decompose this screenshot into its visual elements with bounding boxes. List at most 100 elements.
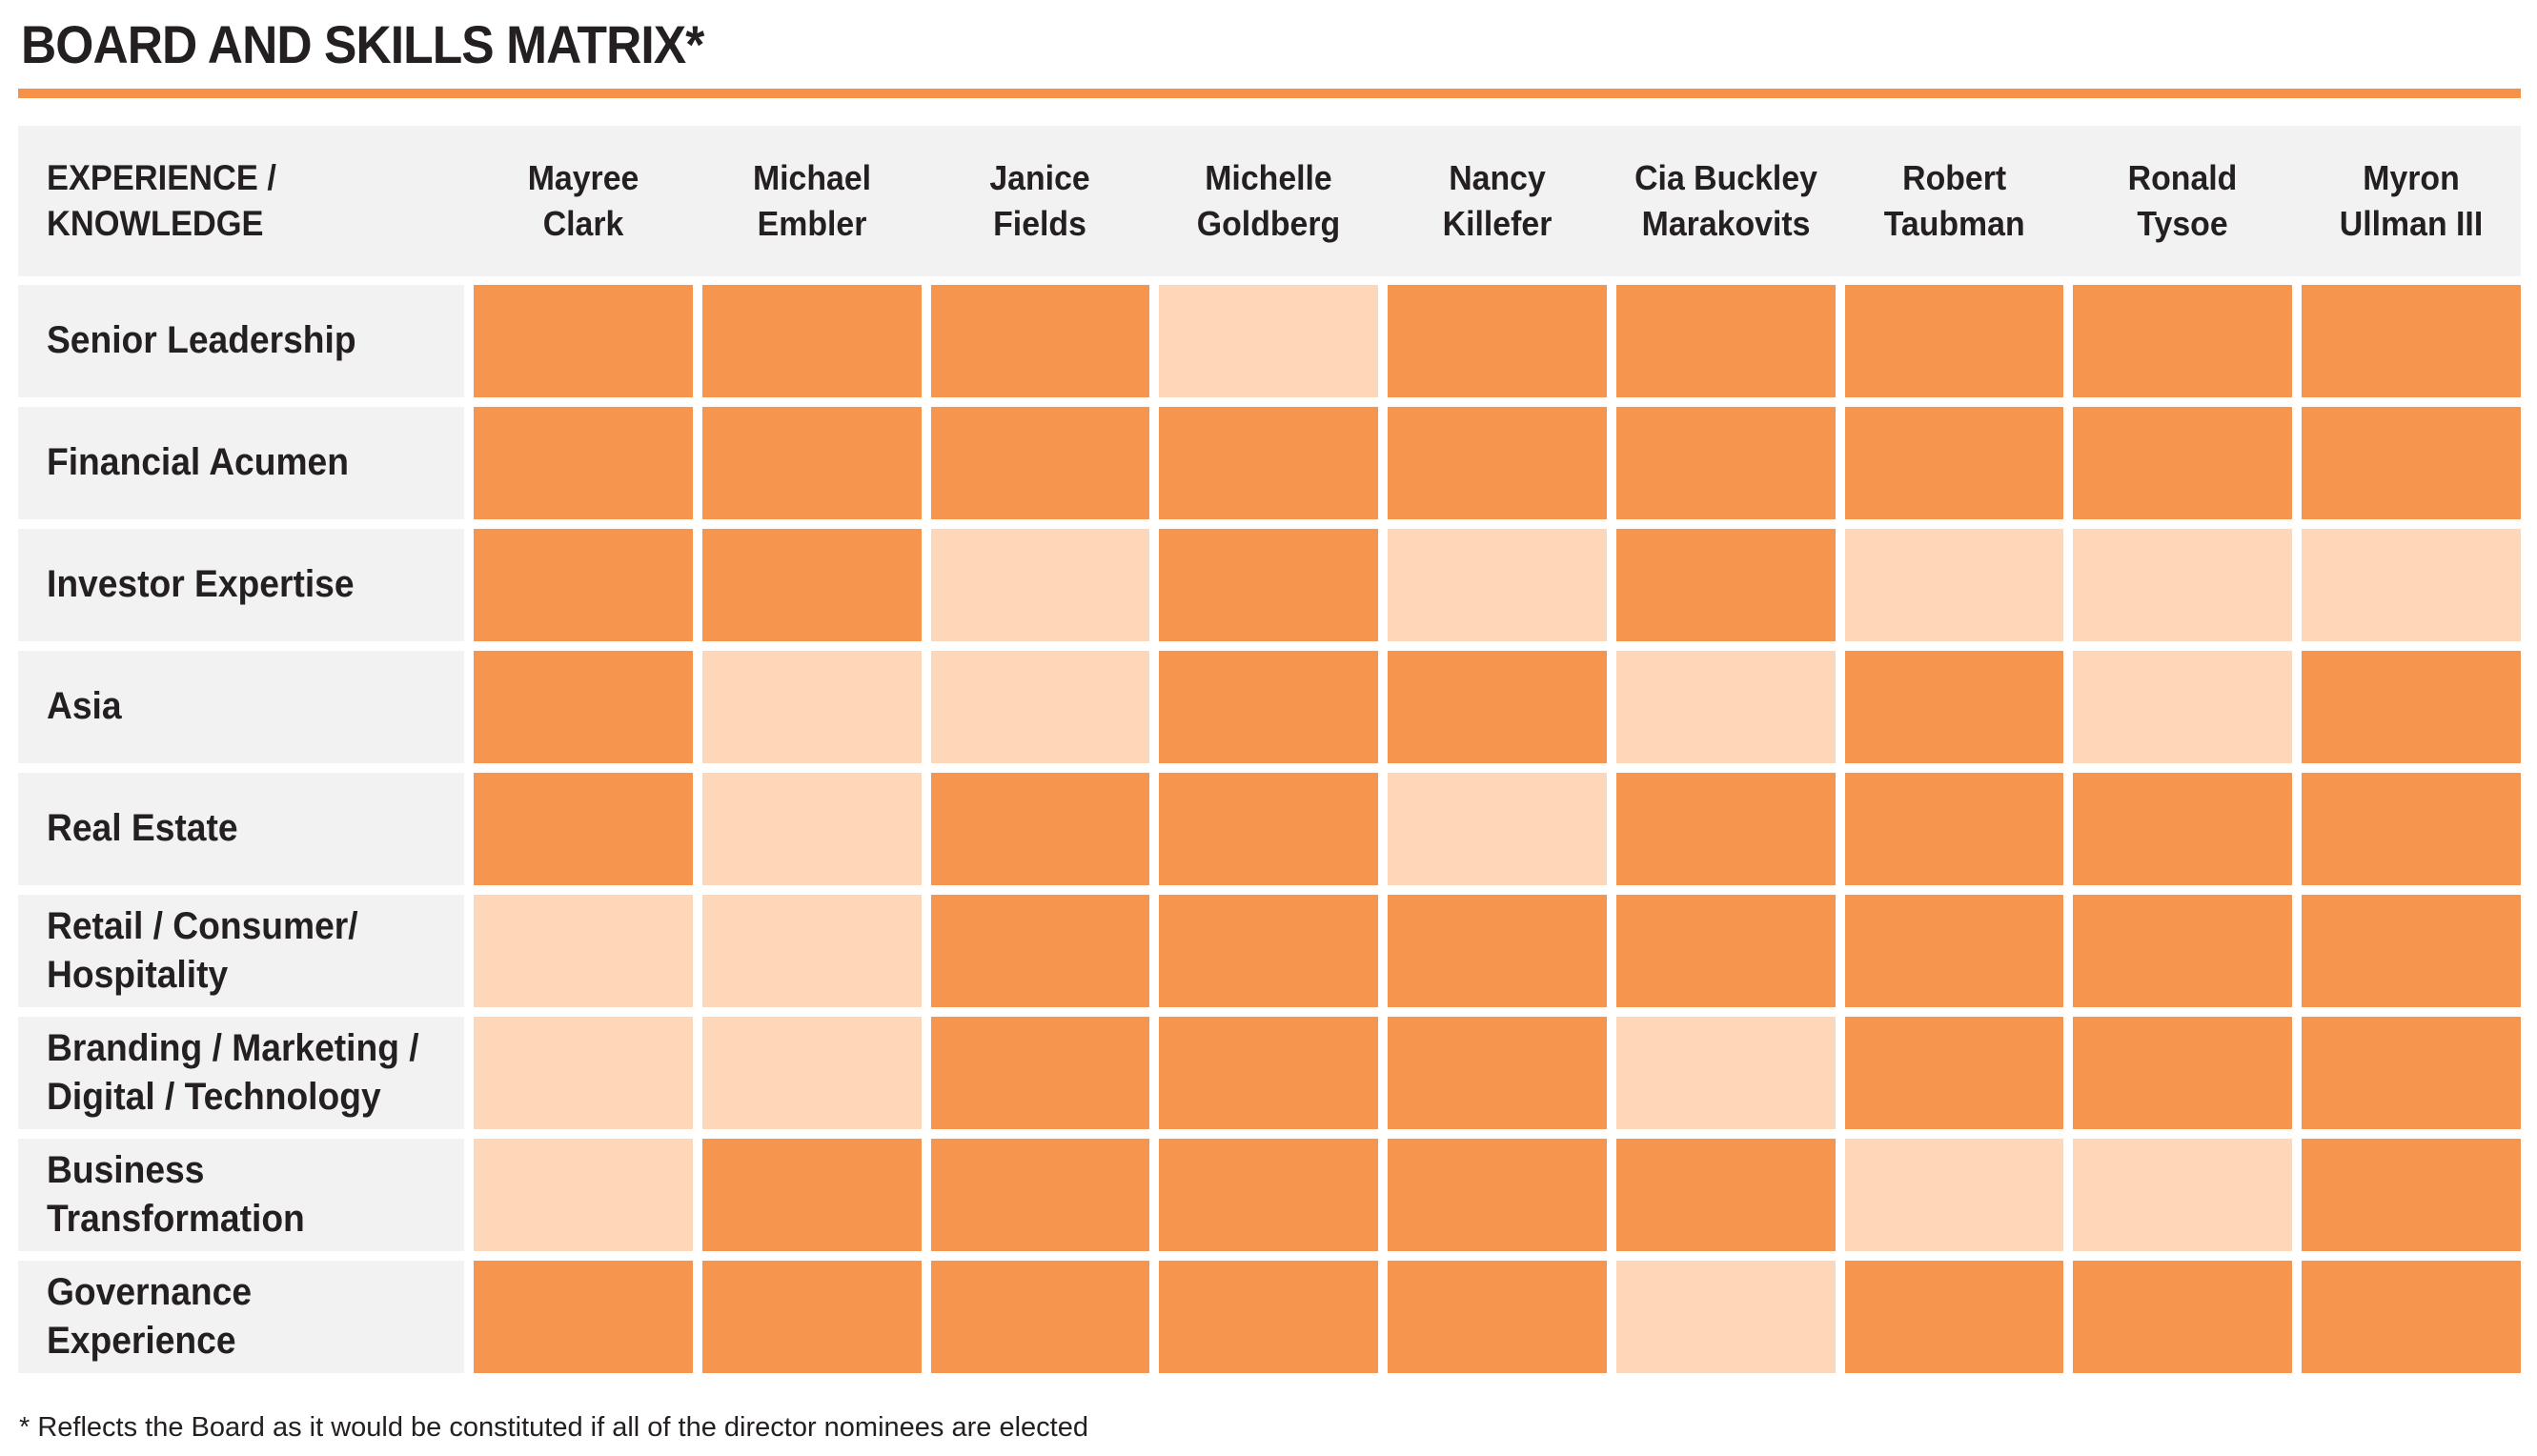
matrix-cell-full [474,1261,693,1373]
matrix-cell-full [1159,651,1379,763]
matrix-cell-full [2302,1017,2521,1129]
matrix-cell-full [474,651,693,763]
matrix-cell-full [1388,651,1607,763]
director-name: Mayree Clark [527,158,639,243]
matrix-cell-full [1388,1139,1607,1251]
title-underline-rule [18,89,2521,98]
director-name: Myron Ullman III [2339,158,2484,243]
matrix-cell-full [1615,529,1836,641]
matrix-cell-full [2302,407,2521,519]
row-label: Business Transformation [18,1139,464,1251]
row-label-text: Business Transformation [47,1148,305,1240]
matrix-cell-full [2302,1139,2521,1251]
row-label-text: Asia [47,685,122,728]
column-header-director-7: Robert Taubman [1845,155,2064,246]
row-label: Retail / Consumer/ Hospitality [18,895,464,1007]
matrix-cell-full [474,285,693,397]
row-label: Real Estate [18,773,464,885]
matrix-cell-full [1844,1017,2064,1129]
row-label: Financial Acumen [18,407,464,519]
director-name: Janice Fields [989,158,1091,243]
matrix-cell-partial [1159,285,1379,397]
matrix-cell-partial [701,773,922,885]
matrix-cell-full [1615,407,1836,519]
row-label: Investor Expertise [18,529,464,641]
matrix-cell-partial [1615,651,1836,763]
matrix-cell-full [1388,895,1607,1007]
matrix-cell-full [2073,773,2293,885]
matrix-cell-partial [474,895,693,1007]
matrix-cell-partial [2073,529,2293,641]
matrix-cell-full [1159,1017,1379,1129]
director-name: Michael Embler [752,158,871,243]
matrix-cell-full [1159,773,1379,885]
matrix-cell-full [930,773,1150,885]
matrix-cell-full [2073,407,2293,519]
matrix-cell-full [2302,1261,2521,1373]
column-header-director-2: Michael Embler [702,155,922,246]
director-name: Cia Buckley Marakovits [1634,158,1817,243]
skills-matrix-table: EXPERIENCE / KNOWLEDGE Mayree Clark Micha… [18,126,2521,1373]
matrix-cell-full [1844,895,2064,1007]
experience-knowledge-header: EXPERIENCE / KNOWLEDGE [18,155,464,247]
matrix-cell-full [1844,407,2064,519]
matrix-cell-full [1844,285,2064,397]
director-name: Nancy Killefer [1442,158,1553,243]
matrix-cell-full [1388,285,1607,397]
matrix-cell-full [1159,895,1379,1007]
matrix-cell-full [1159,407,1379,519]
column-header-director-6: Cia Buckley Marakovits [1616,155,1836,246]
matrix-cell-full [474,529,693,641]
director-name: Robert Taubman [1883,158,2025,243]
row-label-text: Real Estate [47,807,238,850]
matrix-cell-full [2073,1017,2293,1129]
header-row: EXPERIENCE / KNOWLEDGE Mayree Clark Micha… [18,126,2521,276]
matrix-cell-full [2302,895,2521,1007]
experience-knowledge-label: EXPERIENCE / KNOWLEDGE [47,157,276,243]
matrix-cell-full [2073,895,2293,1007]
row-label: Senior Leadership [18,285,464,397]
matrix-cell-full [930,1261,1150,1373]
matrix-cell-full [2073,285,2293,397]
column-header-director-9: Myron Ullman III [2302,155,2521,246]
matrix-cell-full [1159,1139,1379,1251]
matrix-cell-partial [1388,773,1607,885]
matrix-cell-full [1159,529,1379,641]
matrix-cell-full [474,407,693,519]
matrix-cell-full [930,895,1150,1007]
column-header-director-4: Michelle Goldberg [1159,155,1378,246]
matrix-cell-full [1615,1139,1836,1251]
matrix-cell-full [701,1261,922,1373]
column-header-director-5: Nancy Killefer [1388,155,1607,246]
matrix-cell-partial [701,651,922,763]
row-label-text: Senior Leadership [47,319,356,362]
matrix-cell-partial [701,1017,922,1129]
matrix-cell-full [474,773,693,885]
row-label: Asia [18,651,464,763]
matrix-cell-full [930,1017,1150,1129]
matrix-cell-full [930,407,1150,519]
matrix-cell-full [1388,1017,1607,1129]
matrix-cell-partial [474,1139,693,1251]
matrix-cell-partial [1844,1139,2064,1251]
matrix-cell-full [701,285,922,397]
matrix-cell-full [1844,651,2064,763]
matrix-cell-full [2073,1261,2293,1373]
matrix-cell-full [1615,773,1836,885]
matrix-cell-full [701,407,922,519]
matrix-cell-partial [930,651,1150,763]
column-header-director-8: Ronald Tysoe [2073,155,2292,246]
matrix-cell-partial [930,529,1150,641]
matrix-cell-full [701,529,922,641]
matrix-cell-full [1615,285,1836,397]
director-name: Ronald Tysoe [2127,158,2238,243]
matrix-cell-partial [2073,1139,2293,1251]
row-label-text: Governance Experience [47,1270,253,1362]
matrix-cell-full [701,1139,922,1251]
director-name: Michelle Goldberg [1197,158,1341,243]
matrix-cell-partial [1388,529,1607,641]
matrix-cell-full [2302,773,2521,885]
matrix-cell-partial [1844,529,2064,641]
matrix-cell-full [1388,1261,1607,1373]
footnote: * Reflects the Board as it would be cons… [19,1412,1088,1443]
